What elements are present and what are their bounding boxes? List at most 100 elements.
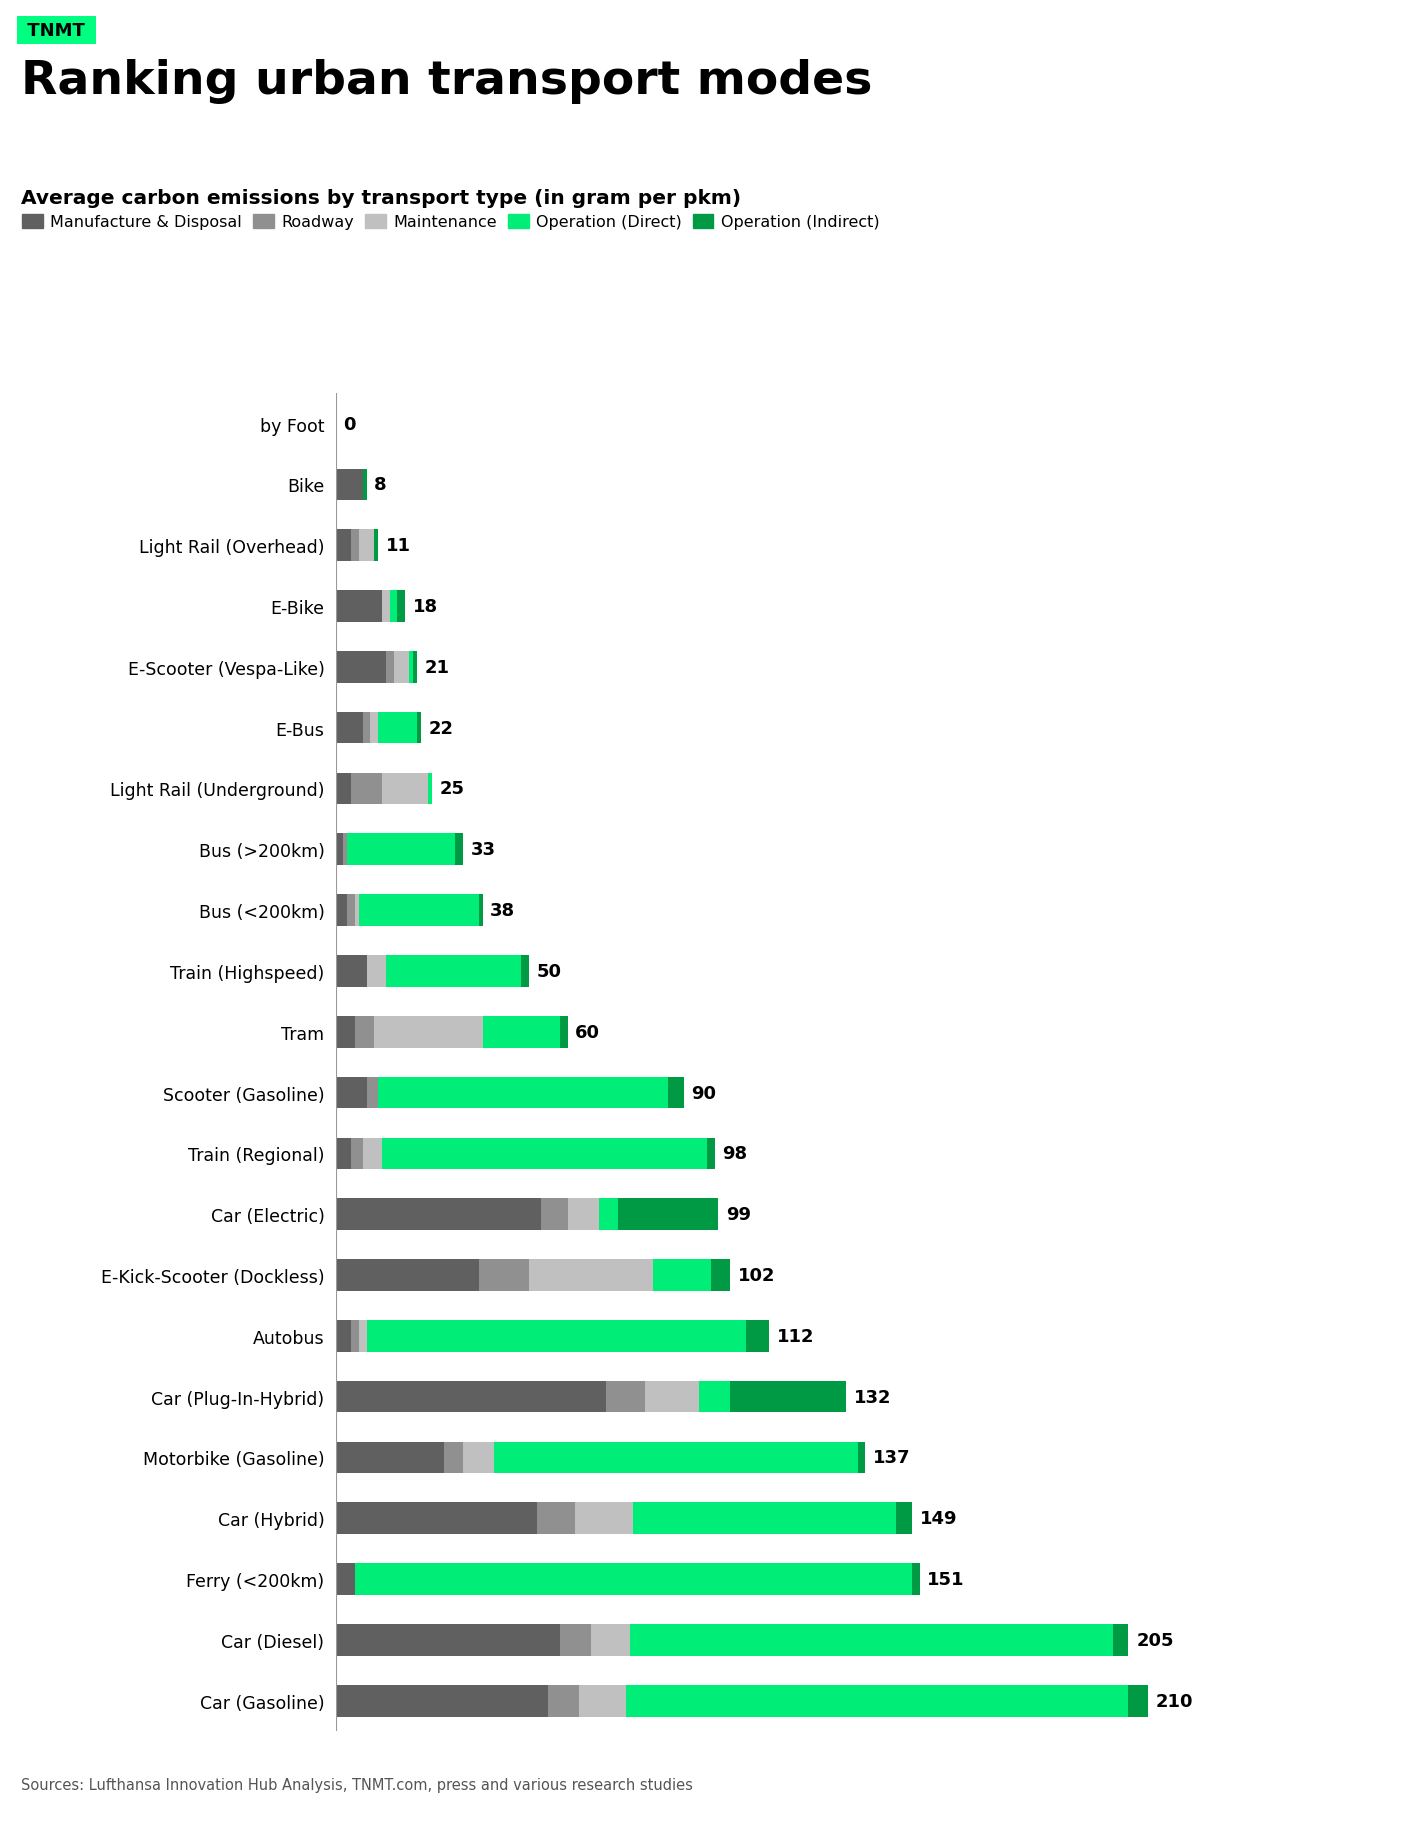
Bar xyxy=(653,1260,711,1292)
Bar xyxy=(374,529,378,562)
Bar xyxy=(351,1321,358,1352)
Bar xyxy=(625,1685,1128,1717)
Text: 98: 98 xyxy=(723,1145,747,1163)
Bar xyxy=(630,1625,1112,1656)
Text: 50: 50 xyxy=(537,962,561,980)
Bar xyxy=(347,894,356,927)
Bar xyxy=(367,956,386,987)
Bar xyxy=(413,652,417,683)
Bar xyxy=(336,1685,548,1717)
Bar xyxy=(897,1502,912,1533)
Bar xyxy=(483,1017,560,1048)
Bar xyxy=(358,1321,367,1352)
Text: 8: 8 xyxy=(374,476,387,495)
Text: 38: 38 xyxy=(490,901,516,920)
Bar xyxy=(336,1198,541,1231)
Text: 149: 149 xyxy=(920,1510,957,1528)
Bar xyxy=(356,1563,912,1596)
Bar xyxy=(336,1321,351,1352)
Bar xyxy=(428,773,433,804)
Bar xyxy=(528,1260,653,1292)
Bar xyxy=(575,1502,634,1533)
Bar xyxy=(343,834,347,865)
Bar xyxy=(444,1442,463,1473)
Bar xyxy=(351,1138,363,1169)
Bar xyxy=(363,1138,381,1169)
Bar xyxy=(668,1077,684,1108)
Bar xyxy=(336,773,351,804)
Text: 0: 0 xyxy=(343,416,356,434)
Bar xyxy=(351,529,358,562)
Bar xyxy=(347,834,456,865)
Text: 102: 102 xyxy=(738,1266,775,1284)
Bar xyxy=(394,652,408,683)
Text: 132: 132 xyxy=(854,1389,891,1405)
Legend: Manufacture & Disposal, Roadway, Maintenance, Operation (Direct), Operation (Ind: Manufacture & Disposal, Roadway, Mainten… xyxy=(23,214,880,231)
Bar xyxy=(378,713,417,744)
Text: 112: 112 xyxy=(777,1326,814,1345)
Bar xyxy=(580,1685,625,1717)
Text: Sources: Lufthansa Innovation Hub Analysis, TNMT.com, press and various research: Sources: Lufthansa Innovation Hub Analys… xyxy=(21,1777,694,1792)
Bar xyxy=(336,1138,351,1169)
Text: TNMT: TNMT xyxy=(21,22,91,40)
Text: 137: 137 xyxy=(873,1449,911,1467)
Bar xyxy=(356,1017,374,1048)
Text: 151: 151 xyxy=(927,1570,965,1588)
Bar xyxy=(607,1381,645,1412)
Bar xyxy=(358,894,478,927)
Bar xyxy=(336,1442,444,1473)
Text: 90: 90 xyxy=(691,1085,717,1103)
Bar xyxy=(541,1198,568,1231)
Bar xyxy=(363,713,370,744)
Text: 18: 18 xyxy=(413,597,438,616)
Bar xyxy=(700,1381,730,1412)
Text: 205: 205 xyxy=(1137,1630,1174,1649)
Bar xyxy=(336,1260,478,1292)
Bar xyxy=(363,469,367,500)
Bar xyxy=(521,956,528,987)
Text: 21: 21 xyxy=(424,658,450,676)
Bar xyxy=(336,1381,607,1412)
Bar xyxy=(456,834,463,865)
Bar xyxy=(383,1138,707,1169)
Bar xyxy=(383,592,390,623)
Text: 11: 11 xyxy=(386,537,411,555)
Bar xyxy=(707,1138,714,1169)
Bar xyxy=(745,1321,768,1352)
Bar xyxy=(634,1502,897,1533)
Bar xyxy=(378,1077,668,1108)
Text: Average carbon emissions by transport type (in gram per pkm): Average carbon emissions by transport ty… xyxy=(21,189,741,207)
Bar xyxy=(351,773,383,804)
Bar xyxy=(336,834,343,865)
Bar xyxy=(598,1198,618,1231)
Bar xyxy=(336,1625,560,1656)
Bar xyxy=(336,469,363,500)
Text: 22: 22 xyxy=(428,720,454,736)
Bar xyxy=(336,1563,356,1596)
Text: 25: 25 xyxy=(440,780,466,799)
Bar xyxy=(560,1017,568,1048)
Bar xyxy=(463,1442,494,1473)
Bar xyxy=(1128,1685,1148,1717)
Bar xyxy=(356,894,358,927)
Text: 99: 99 xyxy=(727,1205,751,1224)
Bar xyxy=(386,652,394,683)
Bar xyxy=(358,529,374,562)
Bar xyxy=(618,1198,718,1231)
Bar xyxy=(560,1625,591,1656)
Bar xyxy=(370,713,378,744)
Bar xyxy=(478,894,483,927)
Bar xyxy=(336,529,351,562)
Bar xyxy=(645,1381,700,1412)
Text: Ranking urban transport modes: Ranking urban transport modes xyxy=(21,59,873,104)
Bar xyxy=(336,592,383,623)
Bar xyxy=(336,894,347,927)
Bar xyxy=(367,1077,378,1108)
Bar xyxy=(1112,1625,1128,1656)
Bar xyxy=(478,1260,528,1292)
Bar xyxy=(386,956,521,987)
Bar xyxy=(367,1321,745,1352)
Bar xyxy=(336,1017,356,1048)
Bar xyxy=(417,713,421,744)
Bar xyxy=(390,592,397,623)
